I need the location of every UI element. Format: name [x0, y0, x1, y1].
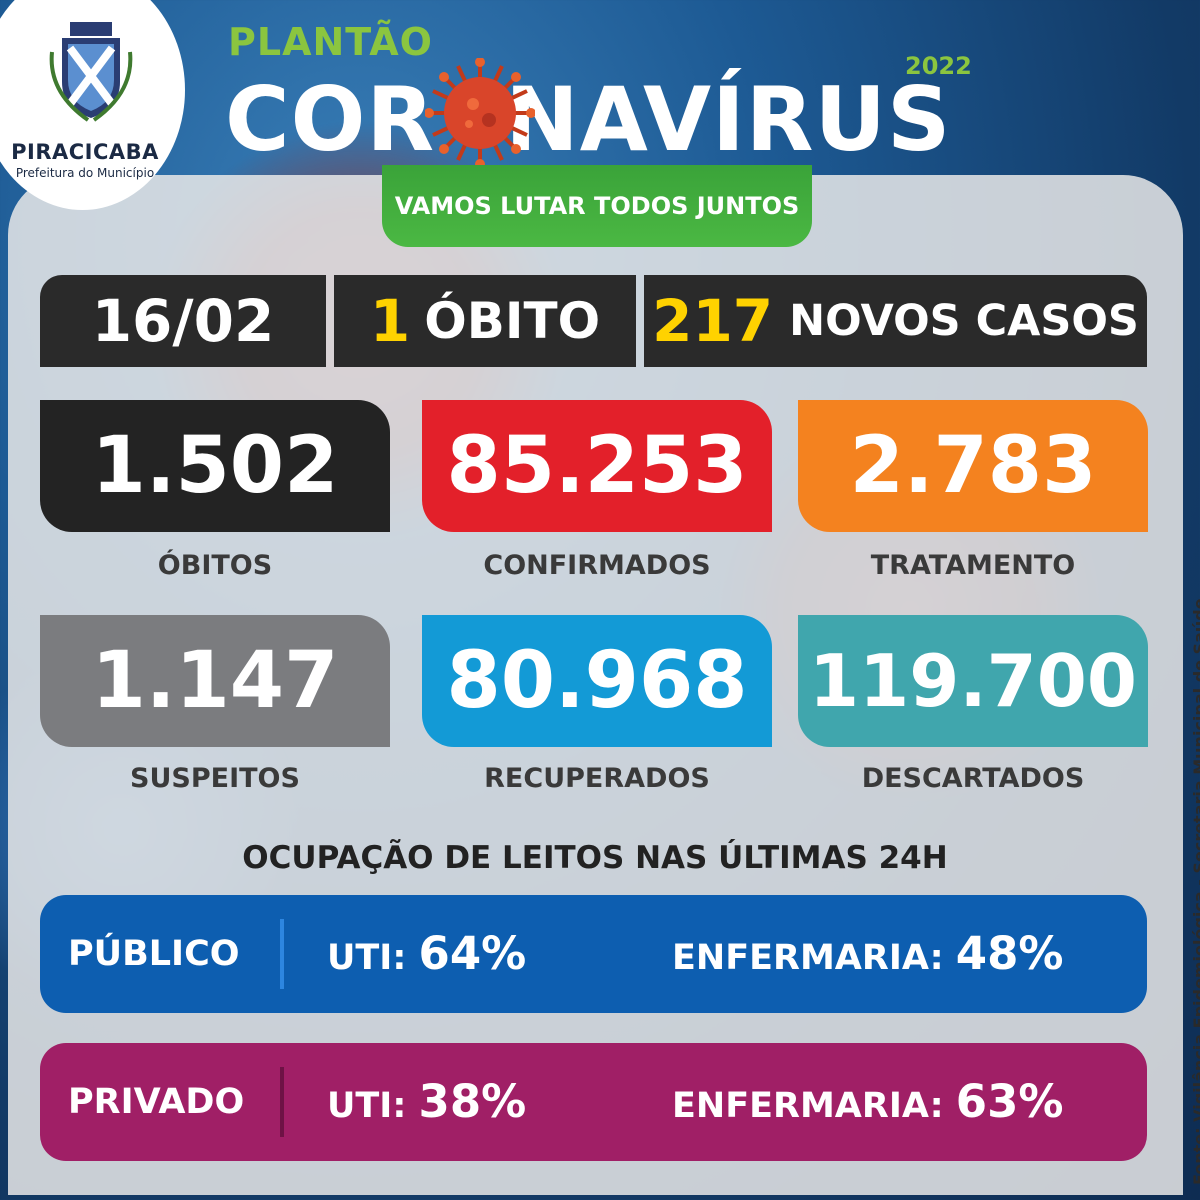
- beds-row-name: PÚBLICO: [68, 934, 240, 974]
- daily-deaths-label: ÓBITO: [424, 292, 601, 350]
- logo-text: PIRACICABA Prefeitura do Município: [0, 140, 170, 180]
- uti-value: 38%: [418, 1075, 527, 1128]
- new-cases-label: NOVOS CASOS: [789, 296, 1139, 346]
- slogan-banner: VAMOS LUTAR TODOS JUNTOS: [382, 165, 812, 247]
- stat-label: SUSPEITOS: [130, 763, 300, 794]
- stat-card-obitos: 1.502: [40, 400, 390, 532]
- ward-occupancy: ENFERMARIA: 63%: [672, 1043, 1064, 1165]
- beds-section-title: OCUPAÇÃO DE LEITOS NAS ÚLTIMAS 24H: [242, 840, 948, 876]
- stat-card-tratamento: 2.783: [798, 400, 1148, 532]
- stat-card-recuperados: 80.968: [422, 615, 772, 747]
- uti-occupancy: UTI: 64%: [327, 895, 526, 1017]
- stat-card-descartados: 119.700: [798, 615, 1148, 747]
- title-right: NAVÍRUS: [505, 68, 952, 171]
- beds-row-name: PRIVADO: [68, 1082, 245, 1122]
- city-subtitle: Prefeitura do Município: [15, 166, 155, 180]
- new-cases-count: 217: [652, 287, 774, 355]
- daily-deaths-box: 1 ÓBITO: [334, 275, 636, 367]
- stat-value: 119.700: [809, 639, 1137, 723]
- beds-row-divider: [280, 919, 284, 989]
- stat-value: 1.502: [91, 421, 339, 511]
- stat-card-suspeitos: 1.147: [40, 615, 390, 747]
- date-value: 16/02: [91, 287, 275, 355]
- stat-label: ÓBITOS: [157, 550, 273, 581]
- kicker-title: PLANTÃO: [228, 20, 433, 64]
- source-credit: Fonte: Vigilância Epidemiológica - Secre…: [1190, 598, 1200, 1185]
- uti-occupancy: UTI: 38%: [327, 1043, 526, 1165]
- main-title: COR NAVÍRUS: [225, 70, 951, 170]
- stat-value: 1.147: [91, 636, 339, 726]
- city-name: PIRACICABA: [11, 140, 159, 164]
- slogan-text: VAMOS LUTAR TODOS JUNTOS: [394, 192, 800, 220]
- stat-card-confirmados: 85.253: [422, 400, 772, 532]
- date-box: 16/02: [40, 275, 326, 367]
- stat-label: CONFIRMADOS: [483, 550, 711, 581]
- beds-row-public: PÚBLICO UTI: 64% ENFERMARIA: 48%: [40, 895, 1147, 1013]
- ward-occupancy: ENFERMARIA: 48%: [672, 895, 1064, 1017]
- ward-label: ENFERMARIA:: [672, 938, 944, 978]
- beds-row-divider: [280, 1067, 284, 1137]
- ward-value: 63%: [955, 1075, 1064, 1128]
- coronavirus-icon: [425, 58, 535, 168]
- beds-row-private: PRIVADO UTI: 38% ENFERMARIA: 63%: [40, 1043, 1147, 1161]
- daily-deaths-count: 1: [369, 287, 411, 355]
- stat-label: RECUPERADOS: [484, 763, 710, 794]
- stat-value: 2.783: [849, 421, 1097, 511]
- year-label: 2022: [905, 52, 972, 80]
- stat-label: DESCARTADOS: [861, 763, 1085, 794]
- uti-label: UTI:: [327, 1086, 407, 1126]
- ward-value: 48%: [955, 927, 1064, 980]
- ward-label: ENFERMARIA:: [672, 1086, 944, 1126]
- stat-label: TRATAMENTO: [870, 550, 1076, 581]
- uti-value: 64%: [418, 927, 527, 980]
- stat-value: 80.968: [446, 636, 748, 726]
- uti-label: UTI:: [327, 938, 407, 978]
- new-cases-box: 217 NOVOS CASOS: [644, 275, 1147, 367]
- coat-of-arms-icon: [49, 22, 133, 122]
- title-left: COR: [225, 68, 436, 171]
- stat-value: 85.253: [446, 421, 748, 511]
